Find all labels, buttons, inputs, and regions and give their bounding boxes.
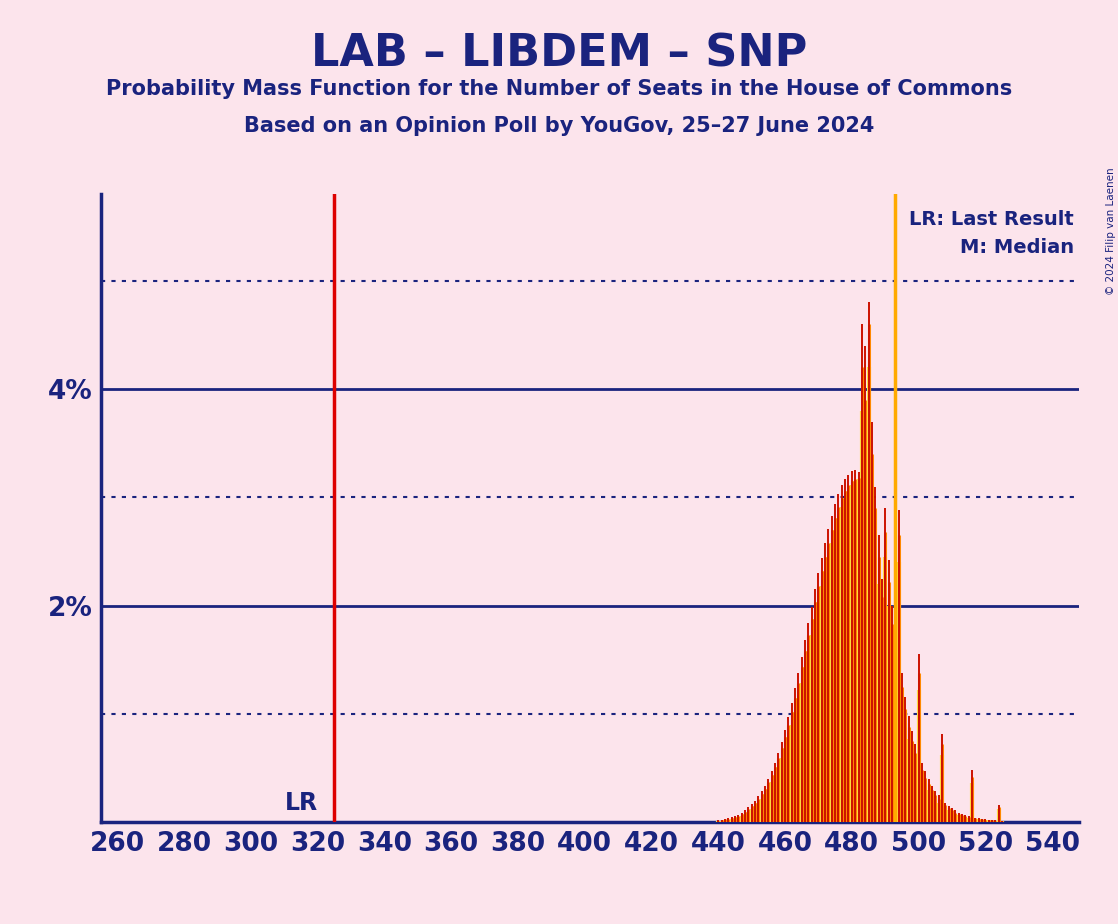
Text: M: Median: M: Median — [960, 238, 1074, 257]
Text: LAB – LIBDEM – SNP: LAB – LIBDEM – SNP — [311, 32, 807, 76]
Text: LR: Last Result: LR: Last Result — [909, 210, 1074, 229]
Text: Probability Mass Function for the Number of Seats in the House of Commons: Probability Mass Function for the Number… — [106, 79, 1012, 99]
Text: Based on an Opinion Poll by YouGov, 25–27 June 2024: Based on an Opinion Poll by YouGov, 25–2… — [244, 116, 874, 136]
Text: © 2024 Filip van Laenen: © 2024 Filip van Laenen — [1106, 167, 1116, 295]
Text: LR: LR — [284, 791, 318, 815]
